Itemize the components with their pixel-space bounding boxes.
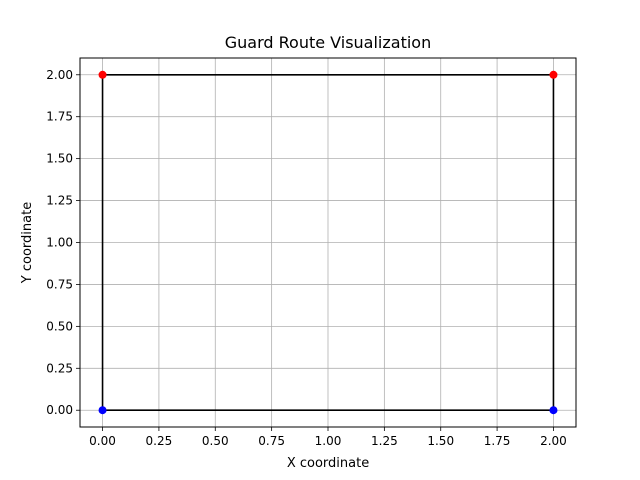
y-tick-label: 0.75 (46, 277, 73, 291)
y-tick-label: 1.75 (46, 110, 73, 124)
y-tick-label: 1.50 (46, 152, 73, 166)
x-tick-label: 1.00 (315, 434, 342, 448)
grid (80, 58, 576, 427)
y-tick-label: 0.00 (46, 403, 73, 417)
x-tick-label: 1.50 (427, 434, 454, 448)
x-tick-label: 0.75 (258, 434, 285, 448)
x-axis: 0.00 0.25 0.50 0.75 1.00 1.25 1.50 1.75 2.00 (89, 427, 567, 448)
route-point (98, 70, 107, 79)
route-point (549, 406, 558, 415)
y-tick-label: 1.25 (46, 194, 73, 208)
y-tick-label: 1.00 (46, 236, 73, 250)
y-tick-label: 0.25 (46, 361, 73, 375)
route-point (549, 70, 558, 79)
points-layer (98, 70, 558, 415)
chart-title: Guard Route Visualization (225, 33, 431, 52)
y-axis: 0.00 0.25 0.50 0.75 1.00 1.25 1.50 1.75 2.00 (46, 68, 80, 417)
x-tick-label: 1.75 (484, 434, 511, 448)
y-axis-label: Y coordinate (20, 202, 35, 284)
x-tick-label: 0.25 (146, 434, 173, 448)
x-tick-label: 2.00 (540, 434, 567, 448)
x-tick-label: 1.25 (371, 434, 398, 448)
x-tick-label: 0.00 (89, 434, 116, 448)
x-axis-label: X coordinate (287, 456, 369, 471)
route-point (98, 406, 107, 415)
y-tick-label: 0.50 (46, 319, 73, 333)
y-tick-label: 2.00 (46, 68, 73, 82)
x-tick-label: 0.50 (202, 434, 229, 448)
